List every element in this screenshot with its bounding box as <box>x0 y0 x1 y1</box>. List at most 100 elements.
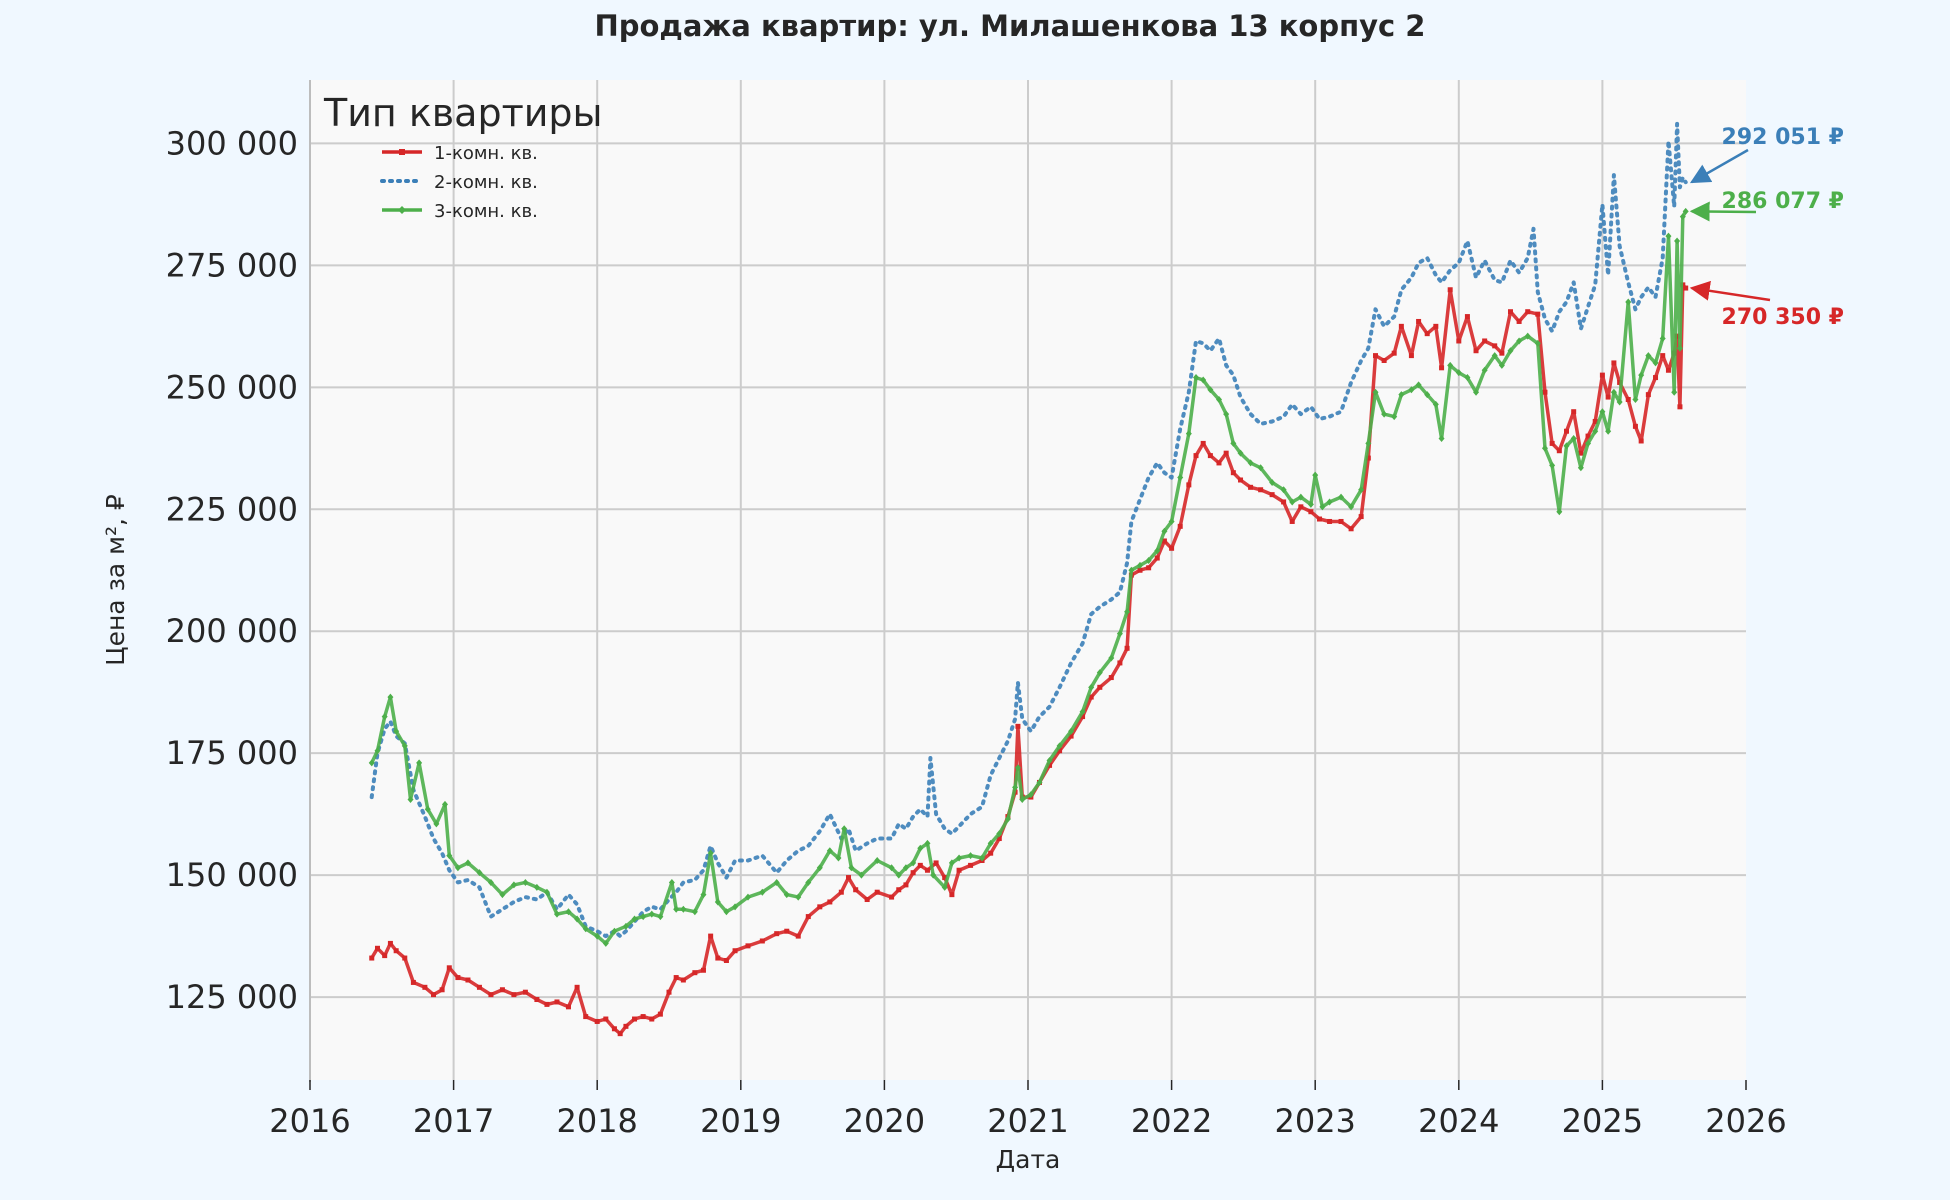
series-3-point-55 <box>888 864 895 872</box>
y-tick-label-275000: 275 000 <box>166 246 298 284</box>
series-3 <box>368 207 1689 947</box>
series-1-point-120 <box>1439 365 1445 371</box>
series-3-point-37 <box>700 891 707 899</box>
series-3-point-113 <box>1372 388 1379 396</box>
y-tick-label-200000: 200 000 <box>166 612 298 650</box>
series-3-point-54 <box>874 856 881 864</box>
series-1-point-92 <box>1193 453 1199 459</box>
series-3-point-88 <box>1161 527 1168 535</box>
series-3-point-23 <box>574 915 581 923</box>
series-3-point-126 <box>1481 366 1488 374</box>
series-1-point-100 <box>1258 487 1264 493</box>
series-1-point-132 <box>1542 389 1548 395</box>
series-1-point-46 <box>795 933 801 939</box>
series-1-point-47 <box>805 914 811 920</box>
grid-lines <box>309 80 1746 1082</box>
series-3-point-111 <box>1358 486 1365 494</box>
y-tick-label-225000: 225 000 <box>166 490 298 528</box>
series-3-point-6 <box>407 796 414 804</box>
y-tick-label-150000: 150 000 <box>166 856 298 894</box>
series-3-point-122 <box>1447 361 1454 369</box>
series-3-point-63 <box>948 859 955 867</box>
series-3-point-43 <box>759 888 766 896</box>
series-3-point-97 <box>1230 439 1237 447</box>
series-1-point-48 <box>817 904 823 910</box>
series-1-point-125 <box>1482 338 1488 344</box>
series-1-point-112 <box>1373 353 1379 359</box>
series-1-point-18 <box>534 997 540 1003</box>
series-1-point-75 <box>1047 762 1053 768</box>
series-1-point-108 <box>1338 518 1344 524</box>
series-1-point-49 <box>827 899 833 905</box>
series-1-point-41 <box>732 948 738 954</box>
series-3-point-28 <box>622 922 629 930</box>
series-3-point-74 <box>1036 778 1043 786</box>
series-1-point-144 <box>1625 397 1631 403</box>
legend: Тип квартиры 1-комн. кв. 2-комн. кв. 3-ком… <box>323 91 603 222</box>
y-tick-label-125000: 125 000 <box>166 978 298 1016</box>
series-3-point-56 <box>895 871 902 879</box>
x-axis-ticks: 2016 2017 2018 2019 2020 2021 2022 2023 2024 2025… <box>269 1080 1787 1140</box>
series-1-point-129 <box>1516 318 1522 324</box>
series-3-point-129 <box>1507 347 1514 355</box>
series-1-point-45 <box>784 928 790 934</box>
series-3-point-22 <box>565 908 572 916</box>
series-3-point-60 <box>924 839 931 847</box>
series-3-point-155 <box>1679 213 1686 221</box>
series-1-point-139 <box>1592 418 1598 424</box>
series-3-point-31 <box>648 910 655 918</box>
series-1-point-109 <box>1348 526 1354 532</box>
series-3-point-68 <box>996 830 1003 838</box>
series-3-point-141 <box>1599 408 1606 416</box>
series-1-point-64 <box>956 867 962 873</box>
series-3-point-140 <box>1592 427 1599 435</box>
series-3-point-135 <box>1556 508 1563 516</box>
series-1-point-11 <box>455 975 461 981</box>
series-3-point-125 <box>1473 388 1480 396</box>
series-1-point-130 <box>1525 309 1531 315</box>
series-1-point-42 <box>745 943 751 949</box>
series-3-point-61 <box>930 871 937 879</box>
series-1-point-140 <box>1599 372 1605 378</box>
series-3-point-83 <box>1124 608 1131 616</box>
series-3-point-70 <box>1012 783 1019 791</box>
series-3-point-11 <box>446 852 453 860</box>
series-3-point-49 <box>826 847 833 855</box>
series-1-point-113 <box>1381 357 1387 363</box>
series-1-point-131 <box>1535 311 1541 317</box>
series-1-point-59 <box>917 862 923 868</box>
series-3-point-154 <box>1676 344 1683 352</box>
series-1-point-10 <box>446 965 452 971</box>
series-3-point-118 <box>1415 381 1422 389</box>
series-1-point-38 <box>708 933 714 939</box>
series-1-point-56 <box>896 887 902 893</box>
series-1-point-65 <box>968 862 974 868</box>
series-3-point-5 <box>401 742 408 750</box>
series-3-point-15 <box>487 878 494 886</box>
series-3-point-44 <box>773 878 780 886</box>
series-1-point-149 <box>1660 353 1666 359</box>
series-1-point-122 <box>1456 338 1462 344</box>
series-1-point-9 <box>439 987 445 993</box>
series-3-point-12 <box>454 864 461 872</box>
series-3-point-69 <box>1004 815 1011 823</box>
series-3-point-52 <box>848 864 855 872</box>
series-1-point-76 <box>1057 748 1063 754</box>
series-3-point-24 <box>582 925 589 933</box>
series-1-point-121 <box>1447 287 1453 293</box>
series-1-point-52 <box>853 887 859 893</box>
series-1-point-25 <box>603 1016 609 1022</box>
series-3-point-100 <box>1257 464 1264 472</box>
series-3-point-0 <box>368 759 375 767</box>
series-3-point-103 <box>1289 498 1296 506</box>
y-tick-label-300000: 300 000 <box>166 124 298 162</box>
series-3-point-147 <box>1638 371 1645 379</box>
series-3-point-102 <box>1280 486 1287 494</box>
series-1-point-2 <box>382 953 388 959</box>
series-1-point-146 <box>1638 438 1644 444</box>
series-3-point-150 <box>1659 335 1666 343</box>
series-1-point-63 <box>949 892 955 898</box>
x-tick-label-2023: 2023 <box>1274 1102 1355 1140</box>
series-3-point-65 <box>967 852 974 860</box>
